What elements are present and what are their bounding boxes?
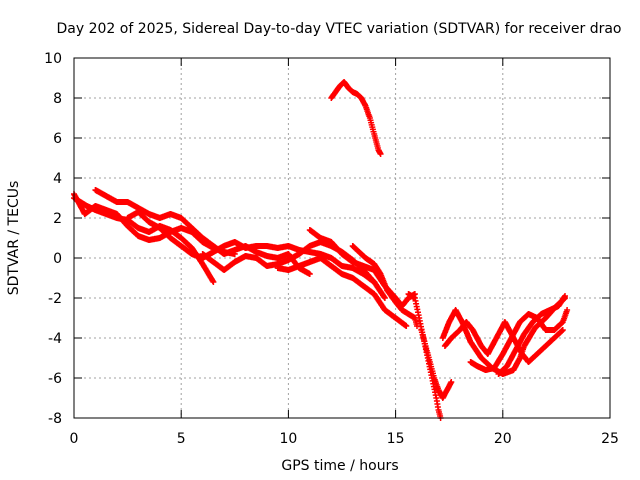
series-markers [349,243,420,329]
series-markers [418,327,455,401]
series-markers [306,227,418,309]
x-axis-label: GPS time / hours [281,458,398,474]
x-axis-ticks: 0 5 10 15 20 25 [70,58,619,447]
y-tick-label: -8 [48,411,62,427]
y-axis-ticks: -8 -6 -4 -2 0 2 4 6 8 10 [44,51,610,427]
series-arc-8 [349,243,420,329]
x-tick-label: 20 [494,431,512,447]
series-arc-6 [274,255,410,329]
x-tick-label: 5 [177,431,186,447]
series-markers [328,79,384,157]
y-tick-label: 0 [53,251,62,267]
chart-title: Day 202 of 2025, Sidereal Day-to-day VTE… [56,21,621,37]
y-tick-label: 4 [53,171,62,187]
series-arc-13 [441,319,566,365]
series-arc-4 [124,209,378,285]
x-tick-label: 0 [70,431,79,447]
x-tick-label: 15 [387,431,405,447]
data-marks [71,79,571,421]
series-markers [495,293,568,377]
y-axis-label: SDTVAR / TECUs [6,181,22,296]
series-arc-3 [92,187,313,277]
series-markers [405,291,444,421]
series-arc-10 [405,291,444,421]
y-tick-label: 8 [53,91,62,107]
y-tick-label: -2 [48,291,62,307]
series-markers [441,319,566,365]
plot-frame [73,57,611,419]
y-tick-label: 6 [53,131,62,147]
series-arc-11 [418,327,455,401]
series-markers [92,187,313,277]
y-tick-label: 2 [53,211,62,227]
series-markers [124,209,378,285]
x-tick-label: 10 [279,431,297,447]
series-arc-9 [328,79,384,157]
x-tick-label: 25 [601,431,619,447]
series-arc-7 [306,227,418,309]
series-arc-15 [495,293,568,377]
y-tick-label: -6 [48,371,62,387]
series-markers [274,255,410,329]
y-tick-label: -4 [48,331,62,347]
y-tick-label: 10 [44,51,62,67]
